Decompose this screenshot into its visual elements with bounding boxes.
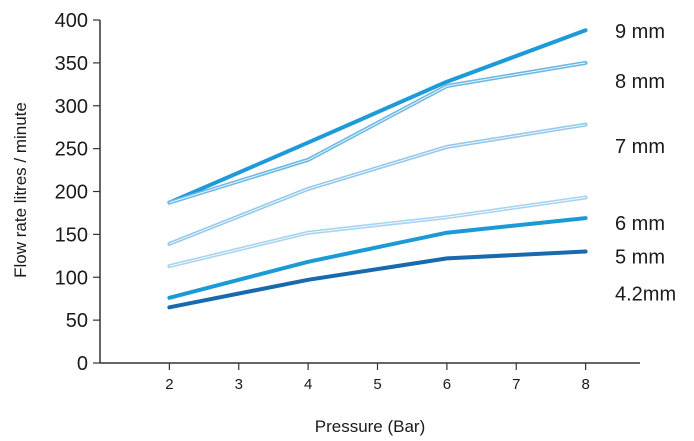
y-tick-label: 150 — [55, 224, 88, 246]
y-tick-label: 0 — [77, 353, 88, 375]
series-line-group — [167, 216, 588, 300]
series-line — [167, 216, 588, 300]
x-tick-label: 5 — [373, 376, 381, 393]
series-line-highlight — [169, 62, 586, 204]
x-tick-label: 3 — [235, 376, 243, 393]
series-line-group — [167, 122, 588, 246]
series-label: 8 mm — [615, 71, 665, 93]
y-tick-label: 50 — [66, 310, 88, 332]
x-tick-label: 2 — [165, 376, 173, 393]
x-tick-label: 4 — [304, 376, 312, 393]
series-label: 5 mm — [615, 247, 665, 269]
series-labels: 9 mm 8 mm 7 mm 6 mm 5 mm 4.2mm — [615, 21, 676, 305]
series-label: 4.2mm — [615, 284, 676, 306]
y-tick-label: 350 — [55, 53, 88, 75]
series-line — [167, 28, 588, 205]
y-tick-label: 250 — [55, 139, 88, 161]
series-layer — [167, 28, 588, 310]
series-line-highlight — [169, 124, 586, 245]
series-line-group — [167, 60, 588, 205]
y-tick-label: 400 — [55, 10, 88, 32]
y-tick-label: 100 — [55, 267, 88, 289]
y-tick-label: 300 — [55, 96, 88, 118]
series-label: 9 mm — [615, 21, 665, 43]
series-label: 7 mm — [615, 136, 665, 158]
series-line-group — [167, 28, 588, 205]
y-axis-title: Flow rate litres / minute — [11, 102, 30, 278]
x-tick-label: 8 — [581, 376, 589, 393]
x-axis-title: Pressure (Bar) — [315, 417, 426, 436]
series-line-highlight — [169, 197, 586, 267]
x-tick-label: 7 — [512, 376, 520, 393]
x-tick-label: 6 — [443, 376, 451, 393]
series-line — [167, 249, 588, 310]
series-line-group — [167, 195, 588, 269]
series-line-group — [167, 249, 588, 310]
axes: 0 50 100 150 200 250 300 350 400 2 3 4 5 6 7 8 — [55, 10, 640, 393]
y-tick-label: 200 — [55, 182, 88, 204]
series-label: 6 mm — [615, 213, 665, 235]
